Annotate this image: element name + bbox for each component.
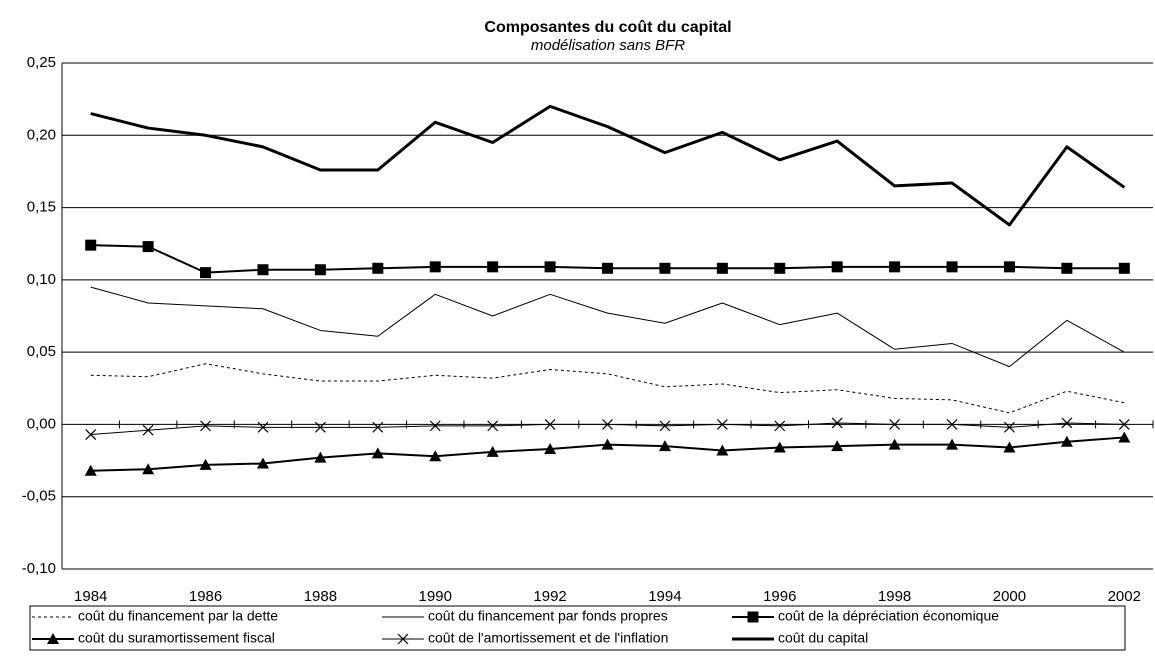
point-marker: [200, 420, 211, 432]
point-marker: [946, 438, 959, 450]
legend-label: coût du suramortissement fiscal: [78, 630, 275, 646]
point-marker: [372, 262, 384, 274]
point-marker: [601, 438, 614, 450]
y-tick-label: -0,05: [22, 488, 56, 505]
point-marker: [602, 419, 613, 430]
point-marker: [257, 421, 269, 433]
legend-marker: [747, 611, 759, 623]
x-tick-label: 1984: [74, 588, 107, 605]
y-tick-label: 0,05: [27, 343, 56, 360]
point-marker: [256, 457, 269, 469]
point-marker: [831, 417, 843, 429]
point-marker: [1061, 417, 1073, 429]
legend-label: coût du capital: [778, 630, 868, 646]
series-line: [90, 363, 1125, 414]
point-marker: [487, 420, 499, 432]
y-tick-label: 0,10: [27, 271, 56, 288]
point-marker: [314, 264, 326, 276]
series-line: [90, 286, 1125, 368]
point-marker: [1061, 262, 1073, 274]
point-marker: [946, 419, 958, 430]
point-marker: [1118, 262, 1130, 274]
x-tick-label: 1988: [304, 588, 337, 605]
point-marker: [773, 441, 786, 453]
x-tick-label: 1996: [763, 588, 796, 605]
point-marker: [200, 267, 212, 279]
point-marker: [142, 241, 154, 253]
point-marker: [199, 458, 212, 470]
y-tick-label: 0,00: [27, 415, 56, 432]
point-marker: [85, 239, 97, 251]
legend-label: coût du financement par la dette: [78, 608, 278, 624]
x-tick-label: 1990: [419, 588, 452, 605]
point-marker: [487, 261, 499, 273]
y-tick-label: 0,15: [27, 199, 56, 216]
point-marker: [659, 262, 671, 274]
legend-marker: [397, 633, 409, 645]
point-marker: [142, 424, 154, 436]
legend-box: [29, 605, 1126, 651]
legend-marker: [47, 633, 59, 644]
x-tick-label: 2000: [993, 588, 1026, 605]
point-marker: [257, 264, 269, 276]
legend-label: coût de la dépréciation économique: [778, 608, 999, 624]
point-marker: [142, 463, 155, 475]
point-marker: [314, 421, 326, 433]
chart-title: Composantes du coût du capital: [484, 19, 731, 36]
point-marker: [544, 419, 556, 430]
point-marker: [1118, 431, 1131, 443]
x-tick-label: 2002: [1108, 588, 1141, 605]
point-marker: [1003, 441, 1016, 453]
point-marker: [85, 429, 97, 440]
point-marker: [659, 420, 671, 432]
point-marker: [1060, 435, 1073, 447]
y-tick-label: -0,10: [22, 560, 56, 577]
series-line: [90, 104, 1126, 227]
y-tick-label: 0,25: [27, 54, 56, 71]
x-tick-label: 1998: [878, 588, 911, 605]
point-marker: [429, 450, 442, 462]
point-marker: [831, 440, 844, 452]
point-marker: [831, 261, 843, 273]
point-marker: [1118, 419, 1130, 430]
point-marker: [544, 261, 556, 273]
point-marker: [84, 464, 97, 476]
point-marker: [716, 262, 728, 274]
point-marker: [889, 419, 901, 430]
x-tick-label: 1992: [533, 588, 566, 605]
chart-subtitle: modélisation sans BFR: [531, 37, 685, 54]
point-marker: [486, 445, 499, 457]
point-marker: [888, 438, 901, 450]
point-marker: [1003, 261, 1015, 273]
point-marker: [946, 261, 958, 273]
x-tick-label: 1994: [648, 588, 681, 605]
point-marker: [774, 262, 786, 274]
point-marker: [889, 261, 901, 273]
point-marker: [429, 420, 441, 432]
point-marker: [371, 447, 384, 459]
legend-label: coût du financement par fonds propres: [428, 608, 668, 624]
point-marker: [774, 420, 786, 432]
point-marker: [602, 262, 613, 274]
point-marker: [372, 421, 384, 433]
point-marker: [716, 444, 729, 456]
point-marker: [429, 261, 441, 273]
point-marker: [544, 443, 557, 455]
legend-label: coût de l'amortissement et de l'inflatio…: [428, 630, 668, 646]
point-marker: [716, 419, 728, 430]
point-marker: [658, 440, 671, 452]
y-tick-label: 0,20: [27, 126, 56, 143]
x-tick-label: 1986: [189, 588, 222, 605]
point-marker: [1004, 421, 1015, 433]
point-marker: [314, 451, 327, 463]
